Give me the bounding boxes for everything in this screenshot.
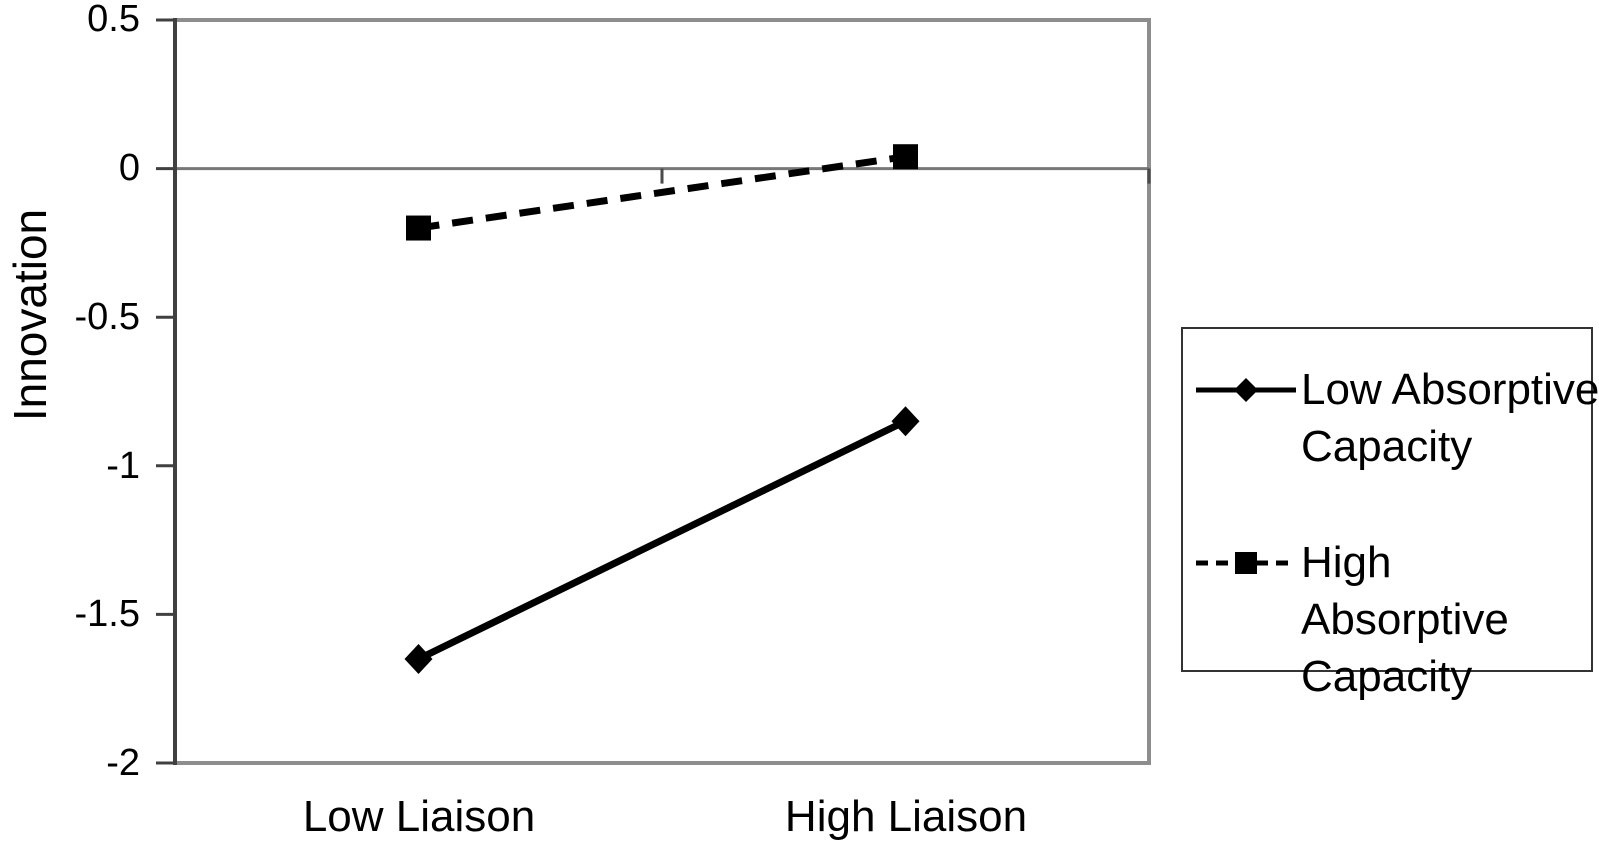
- y-tick-label: -2: [106, 742, 140, 784]
- legend-label: High Absorptive Capacity: [1301, 538, 1509, 701]
- data-point-square-high-absorptive-capacity: [893, 144, 918, 170]
- y-tick-label: -0.5: [74, 296, 140, 338]
- legend-label: Low Absorptive Capacity: [1301, 365, 1599, 471]
- legend-entry-high-absorptive-capacity: High Absorptive Capacity: [1196, 534, 1599, 705]
- y-tick-label: -1: [106, 445, 140, 487]
- data-point-diamond-low-absorptive-capacity: [404, 643, 433, 674]
- solid-line-diamond-marker-icon: [1196, 378, 1296, 402]
- series-line-low-absorptive-capacity: [416, 418, 908, 663]
- y-tick-label: 0.5: [87, 0, 140, 40]
- data-point-diamond-low-absorptive-capacity: [891, 406, 920, 437]
- series-line-high-absorptive-capacity: [417, 153, 907, 232]
- x-category-label-high-liaison: High Liaison: [784, 792, 1028, 841]
- dashed-line-square-marker-icon: [1196, 552, 1296, 574]
- data-point-square-high-absorptive-capacity: [406, 215, 431, 241]
- y-tick-label: -1.5: [74, 593, 140, 635]
- legend-box: Low Absorptive Capacity High Absorptive …: [1181, 327, 1599, 701]
- plot-border: [173, 18, 1151, 765]
- y-tick-label: 0: [118, 147, 140, 189]
- legend-entry-low-absorptive-capacity: Low Absorptive Capacity: [1196, 361, 1599, 475]
- x-category-label-low-liaison: Low Liaison: [302, 792, 536, 841]
